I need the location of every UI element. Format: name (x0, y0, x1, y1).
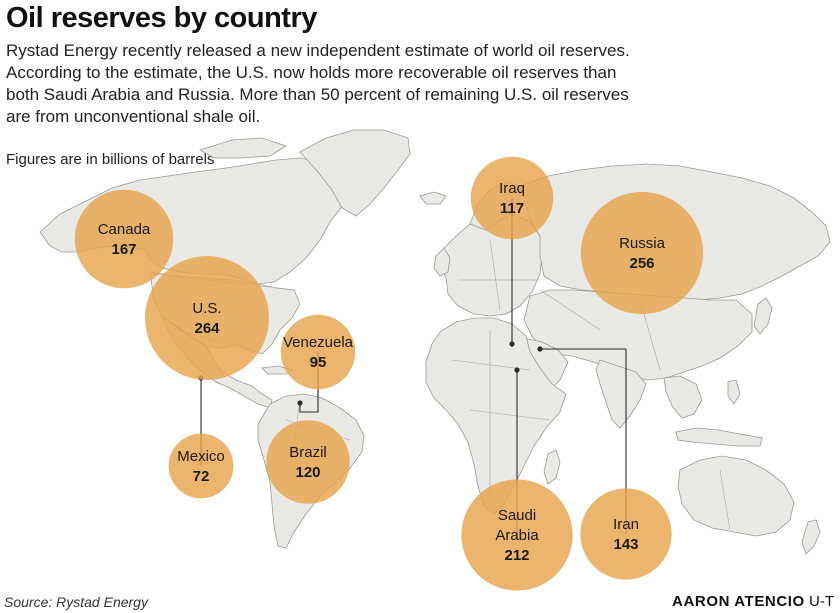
bubble-circle-venezuela (280, 314, 356, 390)
land-philippines (727, 379, 741, 405)
reserve-value-label: 95 (310, 354, 327, 371)
source-note: Source: Rystad Energy (4, 594, 148, 610)
reserve-value-label: 212 (504, 547, 529, 564)
intro-line: both Saudi Arabia and Russia. More than … (6, 85, 629, 104)
reserve-value-label: 72 (193, 468, 210, 485)
intro-line: are from unconventional shale oil. (6, 107, 261, 126)
bubble-circle-brazil (266, 420, 350, 504)
reserve-value-label: 117 (500, 200, 524, 217)
country-name-label: U.S. (192, 300, 221, 317)
border-line (719, 469, 731, 531)
bubble-circle-russia (580, 191, 704, 315)
units-note: Figures are in billions of barrels (6, 151, 215, 168)
border-line (539, 289, 601, 331)
reserve-bubble-canada: Canada 167 (74, 189, 174, 289)
credit: AARON ATENCIO U-T (672, 593, 834, 610)
credit-name: AARON ATENCIO (672, 593, 805, 610)
bubble-circle-us (145, 256, 269, 380)
reserve-value-label: 143 (613, 536, 638, 553)
reserve-bubble-iran: Iran 143 (580, 488, 672, 580)
reserve-bubble-russia: Russia 256 (580, 191, 704, 315)
reserve-value-label: 256 (629, 255, 654, 272)
reserve-bubbles: Canada 167 U.S. 264 Mexico 72 Venezuela 95 Brazi… (74, 156, 704, 591)
location-pin-iran (537, 346, 543, 352)
reserve-bubble-mexico: Mexico 72 (168, 433, 234, 499)
land-new-zealand (801, 519, 821, 555)
country-name-label: Russia (619, 235, 666, 252)
land-africa (425, 317, 567, 515)
page-title: Oil reserves by country (6, 2, 317, 34)
land-southeast-asia (663, 375, 703, 419)
border-line (469, 409, 551, 421)
bubble-circle-iran (580, 488, 672, 580)
bubble-circle-iraq (470, 156, 554, 240)
land-greenland (299, 129, 411, 217)
land-australia (677, 455, 795, 537)
reserve-bubble-us: U.S. 264 (145, 256, 269, 380)
intro-line: Rystad Energy recently released a new in… (6, 41, 630, 60)
reserve-value-label: 167 (111, 241, 136, 258)
country-name-label: Venezuela (283, 334, 354, 351)
reserve-value-label: 264 (194, 320, 220, 337)
country-name-label: Arabia (495, 527, 539, 544)
reserve-value-label: 120 (295, 464, 320, 481)
bubble-circle-saudi-arabia (461, 479, 573, 591)
credit-org: U-T (809, 593, 834, 610)
reserve-bubble-venezuela: Venezuela 95 (280, 314, 356, 390)
land-madagascar (543, 449, 561, 485)
country-name-label: Iraq (499, 180, 525, 197)
intro-paragraph: Rystad Energy recently released a new in… (6, 40, 836, 128)
border-line (489, 239, 501, 311)
land-indonesia (675, 427, 763, 447)
country-name-label: Iran (613, 516, 639, 533)
bubble-circle-canada (74, 189, 174, 289)
reserve-bubble-iraq: Iraq 117 (470, 156, 554, 240)
reserve-bubble-brazil: Brazil 120 (266, 420, 350, 504)
intro-line: According to the estimate, the U.S. now … (6, 63, 617, 82)
location-pin-iraq (509, 341, 515, 347)
land-india (595, 359, 647, 429)
country-name-label: Canada (98, 221, 151, 238)
land-japan (753, 297, 773, 335)
country-name-label: Mexico (177, 448, 225, 465)
country-name-label: Brazil (289, 444, 327, 461)
country-name-label: Saudi (498, 507, 536, 524)
bubble-circle-mexico (168, 433, 234, 499)
land-iceland (419, 191, 447, 205)
location-pin-saudi-arabia (514, 367, 520, 373)
land-arctic-islands (199, 137, 287, 159)
location-pin-venezuela (297, 400, 303, 406)
land-great-britain (433, 247, 451, 277)
reserve-bubble-saudi-arabia: Saudi Arabia 212 (461, 479, 573, 591)
